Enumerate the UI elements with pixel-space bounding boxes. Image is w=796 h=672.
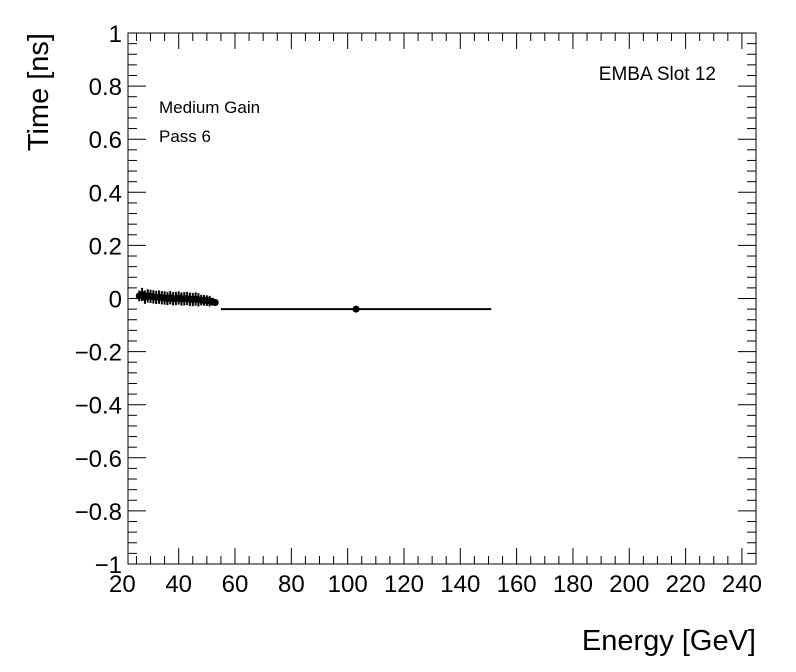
axis-tick-labels: 20 40 60 80 100 120 140 160 180 200 220 240 −1 −0.8 −0…	[75, 21, 762, 598]
y-tick-label: −0.2	[75, 340, 122, 367]
y-tick-label: 0.6	[89, 127, 122, 154]
x-tick-label: 40	[165, 571, 192, 598]
x-tick-label: 80	[278, 571, 305, 598]
y-tick-label: 0.8	[89, 74, 122, 101]
x-tick-label: 140	[440, 571, 480, 598]
axis-ticks	[128, 32, 757, 565]
x-tick-label: 120	[384, 571, 424, 598]
data-point	[352, 305, 360, 313]
x-tick-label: 200	[609, 571, 649, 598]
y-tick-label: −0.8	[75, 499, 122, 526]
y-axis-label: Time [ns]	[23, 33, 55, 151]
x-tick-label: 160	[497, 571, 537, 598]
gain-annotation: Medium Gain	[159, 98, 260, 117]
data-marks	[135, 287, 492, 313]
x-axis-label: Energy [GeV]	[582, 625, 756, 657]
x-tick-label: 220	[666, 571, 706, 598]
x-tick-label: 180	[553, 571, 593, 598]
y-tick-label: −0.6	[75, 446, 122, 473]
x-tick-label: 100	[328, 571, 368, 598]
y-tick-label: −1	[95, 552, 122, 579]
data-point	[211, 298, 219, 306]
y-tick-label: 1	[109, 21, 122, 48]
x-tick-label: 60	[222, 571, 249, 598]
x-tick-label: 240	[722, 571, 762, 598]
y-tick-label: 0	[109, 287, 122, 314]
y-tick-label: 0.2	[89, 233, 122, 260]
x-tick-label: 20	[109, 571, 136, 598]
pass-annotation: Pass 6	[159, 127, 211, 146]
y-tick-label: 0.4	[89, 180, 122, 207]
y-tick-label: −0.4	[75, 393, 122, 420]
slot-annotation: EMBA Slot 12	[599, 64, 716, 85]
